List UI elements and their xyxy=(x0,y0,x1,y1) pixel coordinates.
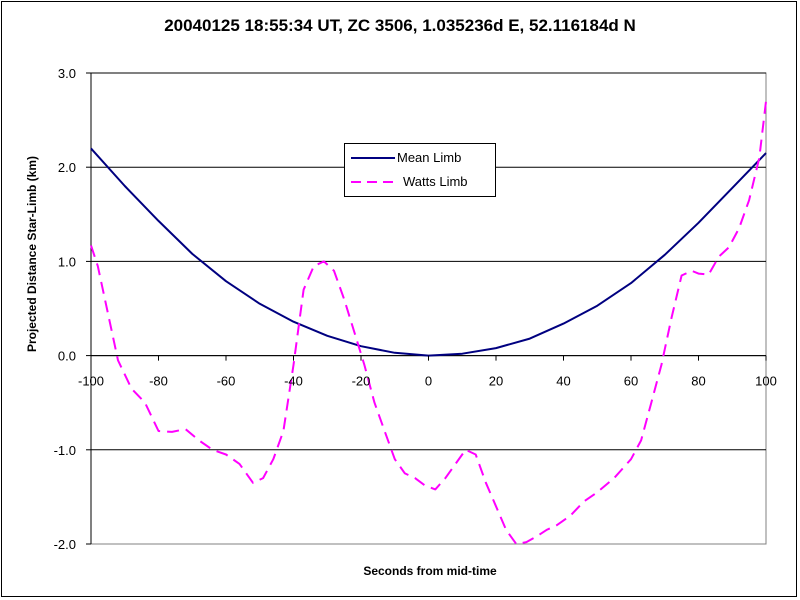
y-axis-label: Projected Distance Star-Limb (km) xyxy=(25,155,39,353)
x-tick-label: 20 xyxy=(489,374,503,389)
x-tick-label: 0 xyxy=(425,374,432,389)
x-tick-label: 80 xyxy=(691,374,705,389)
x-tick-label: 60 xyxy=(624,374,638,389)
chart-title: 20040125 18:55:34 UT, ZC 3506, 1.035236d… xyxy=(164,16,636,35)
x-tick-label: -60 xyxy=(217,374,236,389)
x-tick-label: 100 xyxy=(755,374,777,389)
legend-swatch-watts-limb xyxy=(351,181,395,183)
legend-item-watts-limb: Watts Limb xyxy=(345,172,495,192)
x-axis-title: Seconds from mid-time xyxy=(363,564,497,578)
legend-swatch-mean-limb xyxy=(351,157,395,159)
legend-item-mean-limb: Mean Limb xyxy=(345,148,495,168)
legend-label-watts-limb: Watts Limb xyxy=(403,174,468,189)
y-tick-label: 3.0 xyxy=(58,66,76,81)
y-tick-label: 2.0 xyxy=(58,160,76,175)
legend: Mean Limb Watts Limb xyxy=(344,143,496,197)
x-tick-label: 40 xyxy=(556,374,570,389)
y-tick-label: -1.0 xyxy=(54,443,76,458)
y-tick-label: 1.0 xyxy=(58,254,76,269)
y-tick-label: 0.0 xyxy=(58,349,76,364)
x-tick-label: -20 xyxy=(352,374,371,389)
series-line-watts-limb xyxy=(90,101,767,545)
legend-label-mean-limb: Mean Limb xyxy=(397,150,462,165)
x-tick-label: -80 xyxy=(149,374,168,389)
x-tick-label: -100 xyxy=(78,374,104,389)
x-tick-label: -40 xyxy=(284,374,303,389)
y-tick-label: -2.0 xyxy=(54,537,76,552)
